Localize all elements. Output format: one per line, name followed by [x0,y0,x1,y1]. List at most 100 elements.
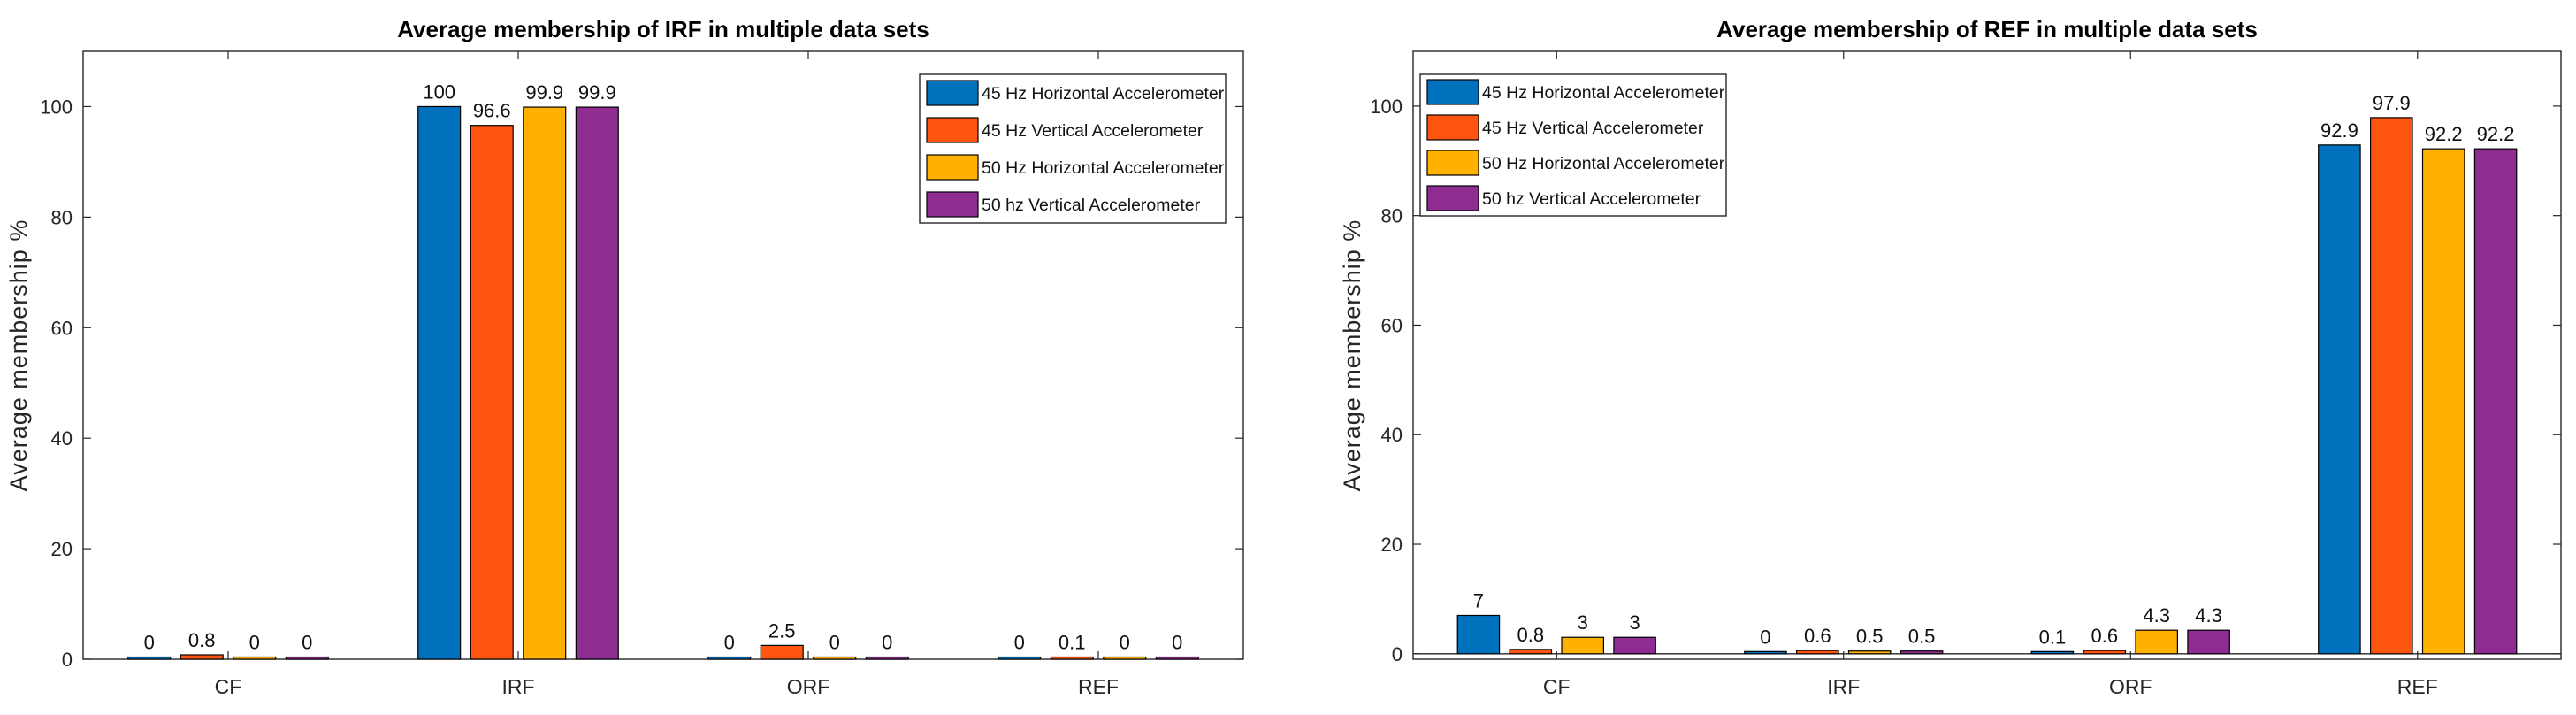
bar-value-label: 92.9 [2320,119,2358,142]
y-axis-label: Average membership % [5,219,32,492]
bar [2135,629,2178,655]
x-tick-label: IRF [501,675,534,698]
bar [707,656,752,660]
y-tick-label: 100 [40,96,73,118]
legend-swatch [926,154,979,181]
legend-swatch [1426,114,1479,141]
bar-value-label: 0.5 [1856,626,1884,648]
bar [2421,148,2465,655]
bar-value-label: 92.2 [2477,123,2515,145]
bar-value-label: 92.2 [2425,123,2463,145]
bar [2318,144,2361,655]
x-tick-label: ORF [2109,675,2152,698]
y-tick-label: 100 [1370,96,1403,118]
bar-value-label: 100 [423,81,455,103]
legend: 45 Hz Horizontal Accelerometer 45 Hz Vert… [919,73,1227,224]
bar-value-label: 0.8 [1517,624,1545,646]
bar-value-label: 3 [1629,611,1640,634]
bar [1103,656,1147,660]
bar [470,125,514,660]
bar-value-label: 7 [1473,589,1484,611]
bar [1456,614,1501,655]
bar-value-label: 0 [249,632,260,654]
bar [2083,650,2127,655]
bar [865,656,909,660]
bar-value-label: 0.1 [2039,626,2067,648]
bar [2370,117,2413,655]
bar-value-label: 0 [1172,632,1182,654]
bar [1847,650,1892,655]
chart-title: Average membership of IRF in multiple da… [397,16,929,42]
y-tick-label: 0 [62,649,73,671]
bar [813,656,857,660]
y-tick-label: 80 [51,206,73,228]
x-tick-label: ORF [787,675,830,698]
bar [1050,656,1094,660]
legend-entry-label: 45 Hz Vertical Accelerometer [982,121,1204,141]
legend-swatch [926,80,979,106]
bar [575,106,619,660]
y-tick-label: 80 [1381,205,1403,227]
bar [1613,636,1656,655]
x-tick-label: REF [2397,675,2438,698]
y-axis-label: Average membership % [1339,219,1365,492]
bar [1509,649,1553,655]
bar-value-label: 0 [302,632,312,654]
bar [523,106,567,660]
bar [998,656,1042,660]
legend-entry-label: 50 hz Vertical Accelerometer [1482,189,1701,209]
bar [1744,650,1787,655]
legend-entry-label: 50 hz Vertical Accelerometer [982,196,1201,215]
y-tick-label: 60 [1381,314,1403,336]
bar [417,105,462,660]
legend-entry-label: 50 Hz Horizontal Accelerometer [1482,154,1725,173]
x-tick-label: IRF [1827,675,1860,698]
bar-value-label: 96.6 [473,100,511,122]
y-tick-label: 60 [51,317,73,339]
bar-value-label: 0.5 [1908,626,1936,648]
x-tick-label: CF [1543,675,1571,698]
bar-value-label: 0 [1120,632,1130,654]
bar-value-label: 0.8 [188,629,216,651]
x-tick-label: REF [1078,675,1119,698]
bar [1155,656,1199,660]
bar-value-label: 99.9 [578,81,616,104]
bar-value-label: 0 [829,632,840,654]
bar [1900,650,1944,655]
legend-entry-label: 45 Hz Horizontal Accelerometer [982,84,1225,104]
bar-value-label: 3 [1578,611,1588,634]
bar-value-label: 99.9 [525,81,563,104]
y-tick-label: 20 [1381,534,1403,556]
bar [2473,148,2518,655]
bar [285,656,329,660]
y-tick-label: 40 [51,427,73,450]
bar-value-label: 0 [724,632,735,654]
legend-entry-label: 45 Hz Horizontal Accelerometer [1482,83,1725,103]
bar-value-label: 0 [882,632,892,654]
legend-swatch [1426,150,1479,176]
x-tick-label: CF [215,675,242,698]
bar-value-label: 0.6 [1804,625,1831,647]
legend-swatch [1426,79,1479,105]
bar [1561,636,1604,655]
bar [760,644,804,660]
bar-value-label: 4.3 [2195,604,2222,627]
bar-value-label: 0 [144,632,155,654]
legend-swatch [926,191,979,218]
legend-entry-label: 45 Hz Vertical Accelerometer [1482,119,1704,138]
y-tick-label: 0 [1392,643,1403,665]
chart-title: Average membership of REF in multiple da… [1716,16,2258,42]
bar-value-label: 4.3 [2143,604,2170,627]
bar [1796,650,1839,655]
y-tick-label: 40 [1381,424,1403,446]
bar-value-label: 0.6 [2091,625,2119,647]
legend-entry-label: 50 Hz Horizontal Accelerometer [982,158,1225,178]
bar-value-label: 0 [1014,632,1025,654]
bar [180,654,224,660]
legend: 45 Hz Horizontal Accelerometer 45 Hz Vert… [1419,73,1727,217]
y-tick-label: 20 [51,538,73,560]
bar [2187,629,2230,655]
bar [2030,650,2075,655]
